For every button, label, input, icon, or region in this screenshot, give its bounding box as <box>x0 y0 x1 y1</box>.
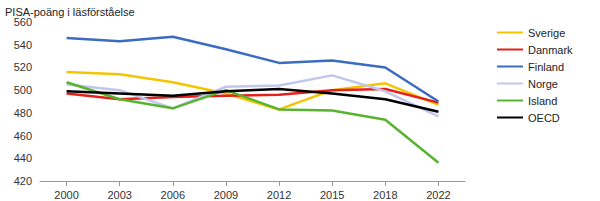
svg-text:Danmark: Danmark <box>528 44 573 56</box>
svg-text:Norge: Norge <box>528 78 558 90</box>
svg-text:520: 520 <box>14 61 32 73</box>
svg-text:Island: Island <box>528 95 557 107</box>
svg-text:PISA-poäng i läsförståelse: PISA-poäng i läsförståelse <box>5 6 135 18</box>
svg-text:460: 460 <box>14 130 32 142</box>
svg-text:560: 560 <box>14 16 32 28</box>
svg-text:2000: 2000 <box>54 189 78 201</box>
svg-text:Finland: Finland <box>528 61 564 73</box>
svg-text:540: 540 <box>14 39 32 51</box>
svg-text:2003: 2003 <box>107 189 131 201</box>
svg-text:420: 420 <box>14 175 32 187</box>
svg-text:2009: 2009 <box>214 189 238 201</box>
svg-text:2012: 2012 <box>267 189 291 201</box>
svg-text:2006: 2006 <box>161 189 185 201</box>
svg-text:2018: 2018 <box>373 189 397 201</box>
svg-text:2015: 2015 <box>320 189 344 201</box>
svg-text:Sverige: Sverige <box>528 27 565 39</box>
svg-text:480: 480 <box>14 107 32 119</box>
svg-text:2022: 2022 <box>426 189 450 201</box>
svg-text:500: 500 <box>14 84 32 96</box>
svg-text:OECD: OECD <box>528 112 560 124</box>
svg-text:440: 440 <box>14 152 32 164</box>
